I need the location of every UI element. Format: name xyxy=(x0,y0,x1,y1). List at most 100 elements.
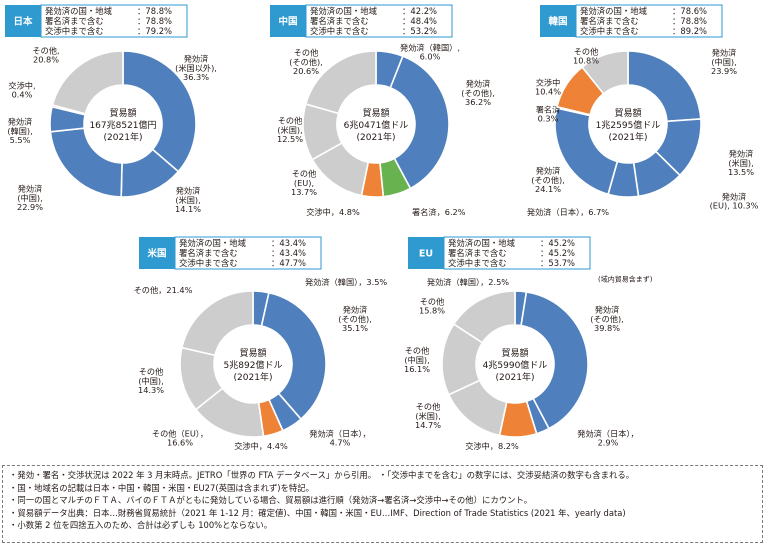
summary-label: 発効済の国・地域 xyxy=(179,238,247,248)
summary-label: 署名済まで含む xyxy=(179,248,238,258)
summary-value: ：43.4% xyxy=(271,238,306,248)
slice-label: 発効済（韓国），2.5% xyxy=(427,277,509,287)
slice-label: 発効済(中国), 22.9% xyxy=(17,184,43,212)
summary-box xyxy=(575,4,723,38)
slice-label: 交渉中，8.2% xyxy=(465,441,519,451)
chart-2: 韓国 発効済の国・地域 ：78.6% 署名済まで含む ：78.8% 交渉中まで含む ：89.… xyxy=(527,4,759,217)
slice-label: 発効済（日本）， 4.7% xyxy=(309,428,370,447)
slice-label: その他，21.4% xyxy=(134,285,193,295)
pie-slice xyxy=(51,50,124,115)
summary-value: ：45.2% xyxy=(540,248,575,258)
slice-label: 交渉中，4.8% xyxy=(306,207,360,217)
center-year: (2021年) xyxy=(357,131,396,143)
center-total: 1兆2595億ドル xyxy=(596,119,661,131)
footnote: ・小数第 2 位を四捨五入のため、合計は必ずしも 100%とならない。 xyxy=(9,520,273,531)
country-tag xyxy=(5,5,41,37)
summary-box xyxy=(443,236,591,270)
country-name: 米国 xyxy=(146,247,166,259)
center-title: 貿易額 xyxy=(239,347,266,359)
footnotes: ・発効・署名・交渉状況は 2022 年 3 月末時点。JETRO「世界の FTA… xyxy=(2,465,763,543)
pie-slice xyxy=(452,290,516,344)
summary-label: 交渉中まで含む xyxy=(179,258,238,268)
slice-label: その他(中国), 14.3% xyxy=(138,367,164,395)
summary-label: 発効済の国・地域 xyxy=(45,6,113,16)
slice-label: 発効済（韓国）, 6.0% xyxy=(400,42,460,61)
center-total: 4兆5990億ドル xyxy=(483,359,548,371)
summary-label: 交渉中まで含む xyxy=(580,26,639,36)
slice-label: 交渉中, 0.4% xyxy=(8,80,35,99)
slice-label: 発効済(その他), 39.8% xyxy=(590,305,624,333)
footnote: ・同一の国とマルチのＦＴＡ、バイのＦＴＡがともに発効している場合、貿易額は進行順… xyxy=(9,495,533,506)
chart-4: EU 発効済の国・地域 ：45.2% 署名済まで含む ：45.2% 交渉中まで含む ：53.… xyxy=(404,236,653,451)
pie-slice xyxy=(180,290,254,357)
summary-label: 署名済まで含む xyxy=(45,16,104,26)
slice-label: 署名済，6.2% xyxy=(412,207,466,217)
summary-box xyxy=(40,4,188,38)
center-year: (2021年) xyxy=(609,131,648,143)
summary-value: ：47.7% xyxy=(271,258,306,268)
summary-label: 発効済の国・地域 xyxy=(310,6,378,16)
footnote: ・発効・署名・交渉状況は 2022 年 3 月末時点。JETRO「世界の FTA… xyxy=(9,470,635,480)
country-tag xyxy=(540,5,576,37)
pie-slice xyxy=(304,50,377,115)
country-tag xyxy=(270,5,306,37)
slice-label: 署名済 0.3% xyxy=(536,104,561,123)
slice-label: 発効済（韓国），3.5% xyxy=(305,277,387,287)
summary-label: 署名済まで含む xyxy=(310,16,369,26)
center-year: (2021年) xyxy=(104,131,143,143)
slice-label: 発効済(その他), 35.1% xyxy=(338,305,372,333)
slice-label: その他(その他), 20.6% xyxy=(289,48,323,76)
country-tag xyxy=(408,237,444,269)
slice-label: 発効済(米国以外), 36.3% xyxy=(175,54,217,82)
center-title: 貿易額 xyxy=(362,107,389,119)
country-name: 韓国 xyxy=(548,15,567,27)
center-title: 貿易額 xyxy=(614,107,641,119)
slice-label: その他(中国), 16.1% xyxy=(404,346,430,374)
summary-label: 署名済まで含む xyxy=(580,16,639,26)
summary-value: ：78.8% xyxy=(137,16,172,26)
center-year: (2021年) xyxy=(496,371,535,383)
slice-label: 発効済（日本），6.7% xyxy=(527,207,609,217)
slice-label: その他 10.8% xyxy=(573,46,599,65)
summary-value: ：78.8% xyxy=(672,16,707,26)
summary-value: ：42.2% xyxy=(402,6,437,16)
center-total: 6兆0471億ドル xyxy=(344,119,409,131)
footnote: ・貿易額データ出典：日本…財務省貿易統計（2021 年 1-12 月：確定値)、… xyxy=(9,507,626,518)
slice-label: 発効済（日本）， 2.9% xyxy=(577,428,638,447)
pie-slice xyxy=(581,50,629,95)
pie-slice xyxy=(260,291,327,421)
slice-label: 発効済(米国), 14.1% xyxy=(175,186,201,214)
summary-value: ：78.6% xyxy=(672,6,707,16)
pie-slice xyxy=(389,55,450,190)
slice-label: その他, 20.8% xyxy=(32,45,59,64)
summary-value: ：89.2% xyxy=(672,26,707,36)
center-total: 5兆892億ドル xyxy=(224,359,283,371)
summary-label: 発効済の国・地域 xyxy=(580,6,648,16)
footnote: ・国・地域名の記載は日本・中国・韓国・米国・EU27(英国は含まれず)を特記。 xyxy=(9,482,314,493)
slice-label: その他(米国), 12.5% xyxy=(277,116,303,144)
country-name: 日本 xyxy=(13,15,33,27)
country-name: 中国 xyxy=(278,15,297,27)
summary-value: ：48.4% xyxy=(402,16,437,26)
chart-1: 中国 発効済の国・地域 ：42.2% 署名済まで含む ：48.4% 交渉中まで含む ：53.… xyxy=(270,4,495,217)
slice-label: 発効済(その他), 36.2% xyxy=(461,79,495,107)
summary-value: ：53.7% xyxy=(540,258,575,268)
chart-0: 日本 発効済の国・地域 ：78.8% 署名済まで含む ：78.8% 交渉中まで含む ：79.… xyxy=(5,4,217,214)
slice-label: 発効済(その他), 24.1% xyxy=(531,166,565,194)
summary-label: 交渉中まで含む xyxy=(45,26,104,36)
country-name: EU xyxy=(419,248,433,259)
summary-value: ：45.2% xyxy=(540,238,575,248)
slice-label: 交渉中 10.4% xyxy=(535,77,561,96)
center-title: 貿易額 xyxy=(109,107,136,119)
pie-slice xyxy=(520,290,589,430)
summary-box xyxy=(305,4,453,38)
slice-label: 発効済(米国), 13.5% xyxy=(728,149,754,177)
summary-value: ：43.4% xyxy=(271,248,306,258)
center-total: 167兆8521億円 xyxy=(89,119,156,131)
summary-value: ：78.8% xyxy=(137,6,172,16)
chart-3: 米国 発効済の国・地域 ：43.4% 署名済まで含む ：43.4% 交渉中まで含む ：47.… xyxy=(134,236,387,451)
slice-label: 発効済(韓国), 5.5% xyxy=(7,117,32,145)
slice-label: その他 15.8% xyxy=(419,296,445,315)
summary-value: ：53.2% xyxy=(402,26,437,36)
